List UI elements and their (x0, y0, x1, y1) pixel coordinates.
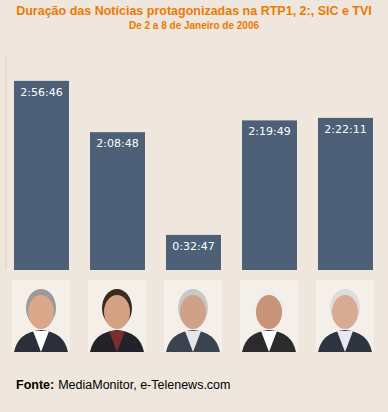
portrait-face (332, 295, 358, 329)
bar (166, 235, 221, 270)
title: Duração das Notícias protagonizadas na R… (16, 4, 372, 18)
data-label: 2:56:46 (20, 86, 62, 99)
portrait-bg (88, 280, 146, 352)
portrait-face (256, 295, 282, 329)
portrait-suit (14, 330, 68, 352)
portrait-shirt (261, 331, 277, 352)
photos (12, 280, 374, 352)
portrait (240, 280, 298, 352)
bars (14, 81, 373, 270)
bar (14, 81, 69, 270)
portrait-face (104, 295, 130, 329)
subtitle: De 2 a 8 de Janeiro de 2006 (129, 20, 260, 31)
portrait (12, 280, 70, 352)
source-text: MediaMonitor, e-Telenews.com (58, 378, 230, 392)
data-labels: 2:56:46 2:08:48 0:32:47 2:19:49 2:22:11 (20, 86, 366, 253)
portrait-suit (90, 330, 144, 352)
source-label: Fonte: (16, 378, 54, 392)
data-label: 0:32:47 (172, 240, 214, 253)
background (0, 0, 388, 412)
bar (318, 118, 373, 270)
portrait-suit (318, 330, 372, 352)
portrait-bg (316, 280, 374, 352)
data-label: 2:19:49 (248, 125, 290, 138)
portrait-shirt (109, 331, 125, 352)
portrait-bg (240, 280, 298, 352)
chart: Duração das Notícias protagonizadas na R… (0, 0, 388, 412)
portrait-suit (242, 330, 296, 352)
portrait-shirt (33, 331, 49, 352)
bar (90, 132, 145, 270)
data-label: 2:22:11 (324, 123, 366, 136)
portrait-face (28, 295, 54, 329)
portrait-bg (12, 280, 70, 352)
portrait-shirt (185, 331, 201, 352)
source: Fonte: MediaMonitor, e-Telenews.com (16, 378, 230, 392)
portrait-shirt (337, 331, 353, 352)
portrait-face (180, 295, 206, 329)
y-axis-line (6, 56, 7, 270)
portrait (316, 280, 374, 352)
portrait (88, 280, 146, 352)
portrait-bg (164, 280, 222, 352)
data-label: 2:08:48 (96, 137, 138, 150)
bar (242, 120, 297, 270)
portrait-suit (166, 330, 220, 352)
portrait (164, 280, 222, 352)
